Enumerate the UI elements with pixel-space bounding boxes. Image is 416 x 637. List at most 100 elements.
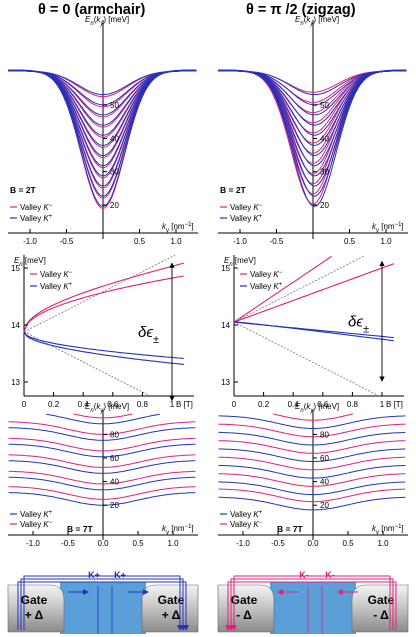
y-axis-label: En(ky) [meV] (85, 402, 129, 414)
gate-block-left (7, 584, 65, 633)
band-curve (8, 69, 197, 167)
split-panel-armchair: 15 14 13 0 0.2 0.4 0.6 0.8 1 B [T] En [meV] Valley … (11, 254, 194, 409)
x-tick-label: 0.6 (107, 400, 119, 409)
channel (60, 582, 146, 634)
y-tick-label: 30 (320, 168, 329, 177)
gate-label-left: Gate (231, 593, 258, 607)
y-tick-label: 15 (11, 264, 20, 273)
y-tick-label: 20 (110, 501, 119, 510)
legend-k-minus: Valley K− (40, 270, 73, 279)
legend-k-minus: Valley K− (230, 203, 263, 212)
band-curve (8, 70, 197, 159)
y-tick-label: 20 (110, 201, 119, 210)
band-curve (218, 70, 407, 114)
edge-arrow (17, 581, 189, 631)
split-curve (233, 255, 333, 323)
x-tick-label: 0.5 (134, 237, 146, 246)
band7-curve (218, 481, 406, 496)
x-tick-label: -0.5 (270, 237, 284, 246)
band7-curve (8, 454, 196, 468)
band-curve (8, 70, 197, 146)
x-axis-label: ky [nm−1] (372, 222, 404, 234)
legend-k-plus: Valley K+ (20, 510, 53, 519)
gate-label-right: Gate (158, 593, 185, 607)
x-axis-label: ky [nm−1] (162, 222, 194, 234)
band7-curve (8, 492, 196, 506)
x-axis-label: B [T] (176, 400, 193, 409)
split-curve (23, 275, 184, 333)
gate-block-left (217, 584, 275, 633)
band7-curve (8, 460, 196, 474)
x-tick-label: 1.0 (167, 539, 179, 548)
x-tick-label: 0.2 (258, 400, 270, 409)
x-tick-label: -0.5 (271, 539, 285, 548)
armchair-title: θ = 0 (armchair) (38, 2, 146, 18)
band-curve (218, 69, 407, 187)
arrow-label-2: K+ (114, 570, 126, 580)
band7-curve (8, 476, 196, 491)
y-tick-label: 30 (110, 168, 119, 177)
band-curve (8, 69, 197, 199)
band-curve (8, 70, 197, 108)
band-curve (8, 70, 197, 157)
x-axis-label: ky [nm−1] (162, 524, 194, 536)
x-tick-label: 0 (22, 400, 27, 409)
band-curve (218, 70, 407, 96)
band7-curve (218, 456, 406, 471)
band-curve (8, 70, 197, 116)
band-curve (8, 70, 197, 128)
band7-curve (8, 443, 196, 458)
x-tick-label: 1 (380, 400, 385, 409)
band7-curve (218, 415, 406, 429)
band-curve (218, 69, 407, 164)
legend-k-minus: Valley K− (20, 203, 53, 212)
legend-k-plus: Valley K+ (40, 282, 73, 291)
band7-curve (8, 486, 196, 500)
x-tick-label: 0.4 (288, 400, 300, 409)
y-tick-label: 60 (320, 454, 329, 463)
guide-line (233, 321, 380, 397)
band7-curve (8, 470, 196, 485)
split-curve (23, 331, 184, 360)
y-axis-label: En(ky) [meV] (295, 402, 339, 414)
y-tick-label: 13 (11, 378, 20, 387)
split-panel-zigzag: 15 14 13 0 0.2 0.4 0.6 0.8 1 B [T] En [meV] Valley … (221, 255, 404, 409)
x-tick-label: 0 (232, 400, 237, 409)
zigzag-title: θ = π /2 (zigzag) (246, 2, 356, 18)
split-curve (233, 263, 394, 323)
x-tick-label: 0.0 (307, 539, 319, 548)
band7-curve (8, 427, 196, 441)
y-tick-label: 50 (110, 101, 119, 110)
x-tick-label: 0.2 (48, 400, 60, 409)
band-curve (218, 70, 407, 106)
y-tick-label: 40 (110, 134, 119, 143)
legend-k-minus: Valley K− (230, 520, 263, 529)
legend-k-plus: Valley K+ (230, 214, 263, 223)
x-tick-label: -1.0 (236, 539, 250, 548)
field-label: B = 7T (277, 524, 304, 534)
arrow-label-1: K+ (88, 570, 100, 580)
band7-curve (8, 437, 196, 452)
edge-arrow (225, 581, 397, 631)
arrow-label-2: K- (325, 570, 335, 580)
guide-line (23, 331, 149, 396)
band7-curve (218, 473, 406, 487)
x-axis-label: ky [nm−1] (372, 524, 404, 536)
y-tick-label: 20 (320, 201, 329, 210)
field-label: B = 2T (220, 185, 247, 195)
x-tick-label: 1.0 (170, 237, 182, 246)
band-curve (218, 70, 407, 134)
x-tick-label: 0.5 (342, 539, 354, 548)
band-curve (8, 70, 197, 98)
edge-arrow (20, 578, 186, 631)
gate-label-right-sign: + Δ (162, 608, 181, 622)
x-tick-label: 0.0 (97, 539, 109, 548)
x-tick-label: 0.5 (132, 539, 144, 548)
arrow-label-1: K- (299, 570, 309, 580)
band-curve (8, 69, 197, 179)
band-curve (8, 70, 197, 96)
gate-label-right: Gate (368, 593, 395, 607)
field-label: B = 2T (10, 185, 37, 195)
y-axis-label: En [meV] (14, 256, 46, 268)
